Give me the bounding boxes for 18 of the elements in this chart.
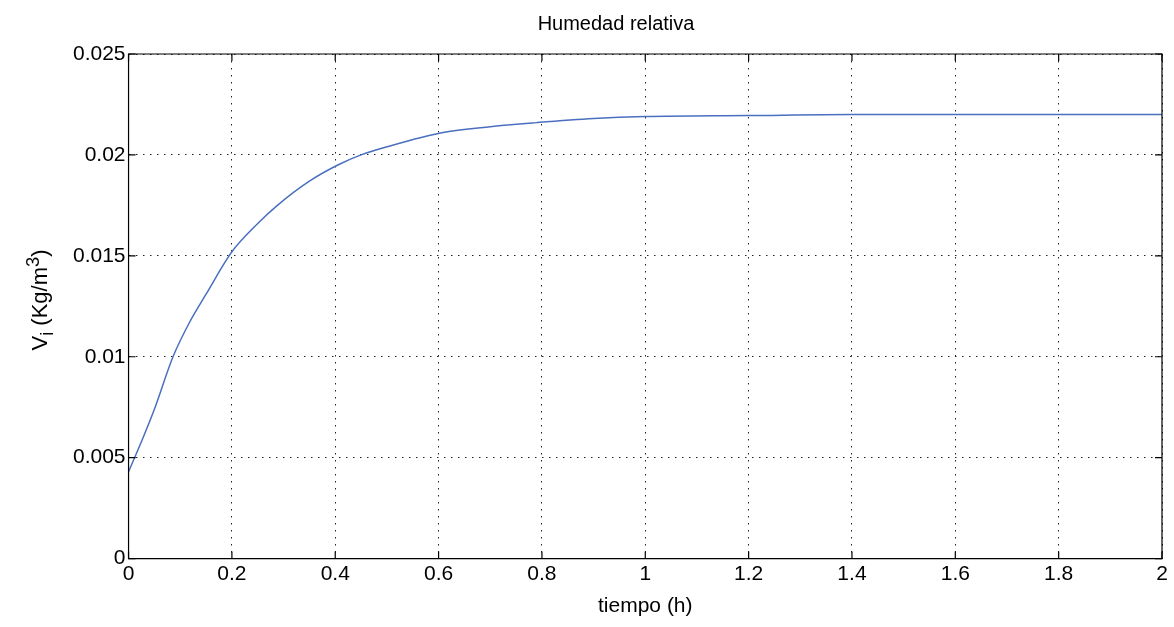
x-tick-label: 1.6 [940,561,970,584]
x-tick-label: 0.4 [320,561,351,584]
y-tick-label: 0.025 [72,40,126,64]
x-tick-label: 1.2 [734,561,764,584]
y-tick-label: 0.015 [72,242,126,266]
x-tick-label: 0.8 [527,561,557,584]
chart-title: Humedad relativa [537,11,696,34]
y-tick-label: 0.02 [84,141,126,165]
x-tick-label: 1 [639,561,652,584]
x-tick-label: 0.6 [423,561,454,584]
x-tick-label: 2 [1156,561,1168,584]
line-series [128,113,1162,473]
y-tick-label: 0.005 [72,444,126,468]
x-tick-label: 1.8 [1044,561,1074,584]
x-axis-title: tiempo (h) [598,593,693,617]
y-tick-label: 0.01 [84,343,126,367]
x-tick-label: 1.4 [837,561,867,584]
x-tick-label: 0.2 [217,561,247,584]
